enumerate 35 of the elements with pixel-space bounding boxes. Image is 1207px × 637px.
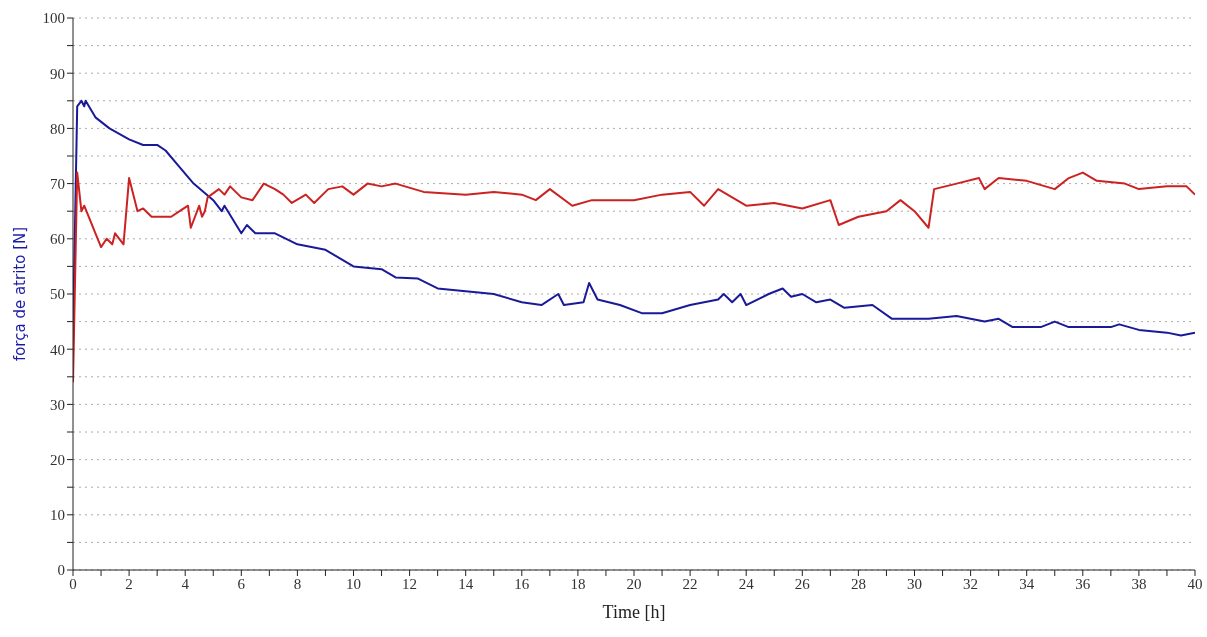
x-tick-label: 30 bbox=[907, 575, 922, 592]
x-tick-label: 20 bbox=[626, 575, 642, 592]
x-tick-label: 18 bbox=[570, 575, 586, 592]
y-axis-title: força de atrito [N] bbox=[11, 226, 30, 362]
x-tick-label: 10 bbox=[346, 575, 361, 592]
x-tick-label: 14 bbox=[458, 575, 474, 592]
y-tick-label: 30 bbox=[50, 396, 65, 413]
x-axis-title: Time [h] bbox=[602, 602, 666, 622]
x-tick-label: 16 bbox=[514, 575, 530, 592]
x-tick-label: 28 bbox=[850, 575, 866, 592]
y-tick-label: 40 bbox=[50, 341, 65, 358]
x-tick-label: 6 bbox=[237, 575, 246, 592]
x-tick-label: 36 bbox=[1075, 575, 1091, 592]
y-tick-label: 90 bbox=[50, 65, 65, 82]
y-tick-label: 10 bbox=[50, 507, 65, 524]
y-tick-label: 0 bbox=[57, 562, 65, 579]
line-series bbox=[73, 99, 1195, 337]
y-tick-label: 70 bbox=[50, 175, 65, 192]
x-tick-label: 24 bbox=[738, 575, 755, 592]
x-tick-label: 4 bbox=[181, 575, 190, 592]
x-tick-label: 32 bbox=[963, 575, 979, 592]
x-tick-label: 12 bbox=[402, 575, 418, 592]
x-tick-label: 8 bbox=[293, 575, 302, 592]
y-tick-label: 100 bbox=[42, 10, 65, 27]
x-tick-label: 40 bbox=[1187, 575, 1203, 592]
y-tick-label: 50 bbox=[50, 286, 65, 303]
x-tick-label: 2 bbox=[125, 575, 133, 592]
x-tick-label: 0 bbox=[69, 575, 77, 592]
x-tick-label: 34 bbox=[1019, 575, 1035, 592]
y-tick-label: 20 bbox=[50, 451, 65, 468]
x-tick-label: 22 bbox=[682, 575, 698, 592]
y-tick-label: 80 bbox=[50, 120, 65, 137]
x-tick-label: 26 bbox=[794, 575, 811, 592]
x-tick-label: 38 bbox=[1131, 575, 1147, 592]
y-tick-label: 60 bbox=[50, 231, 65, 248]
